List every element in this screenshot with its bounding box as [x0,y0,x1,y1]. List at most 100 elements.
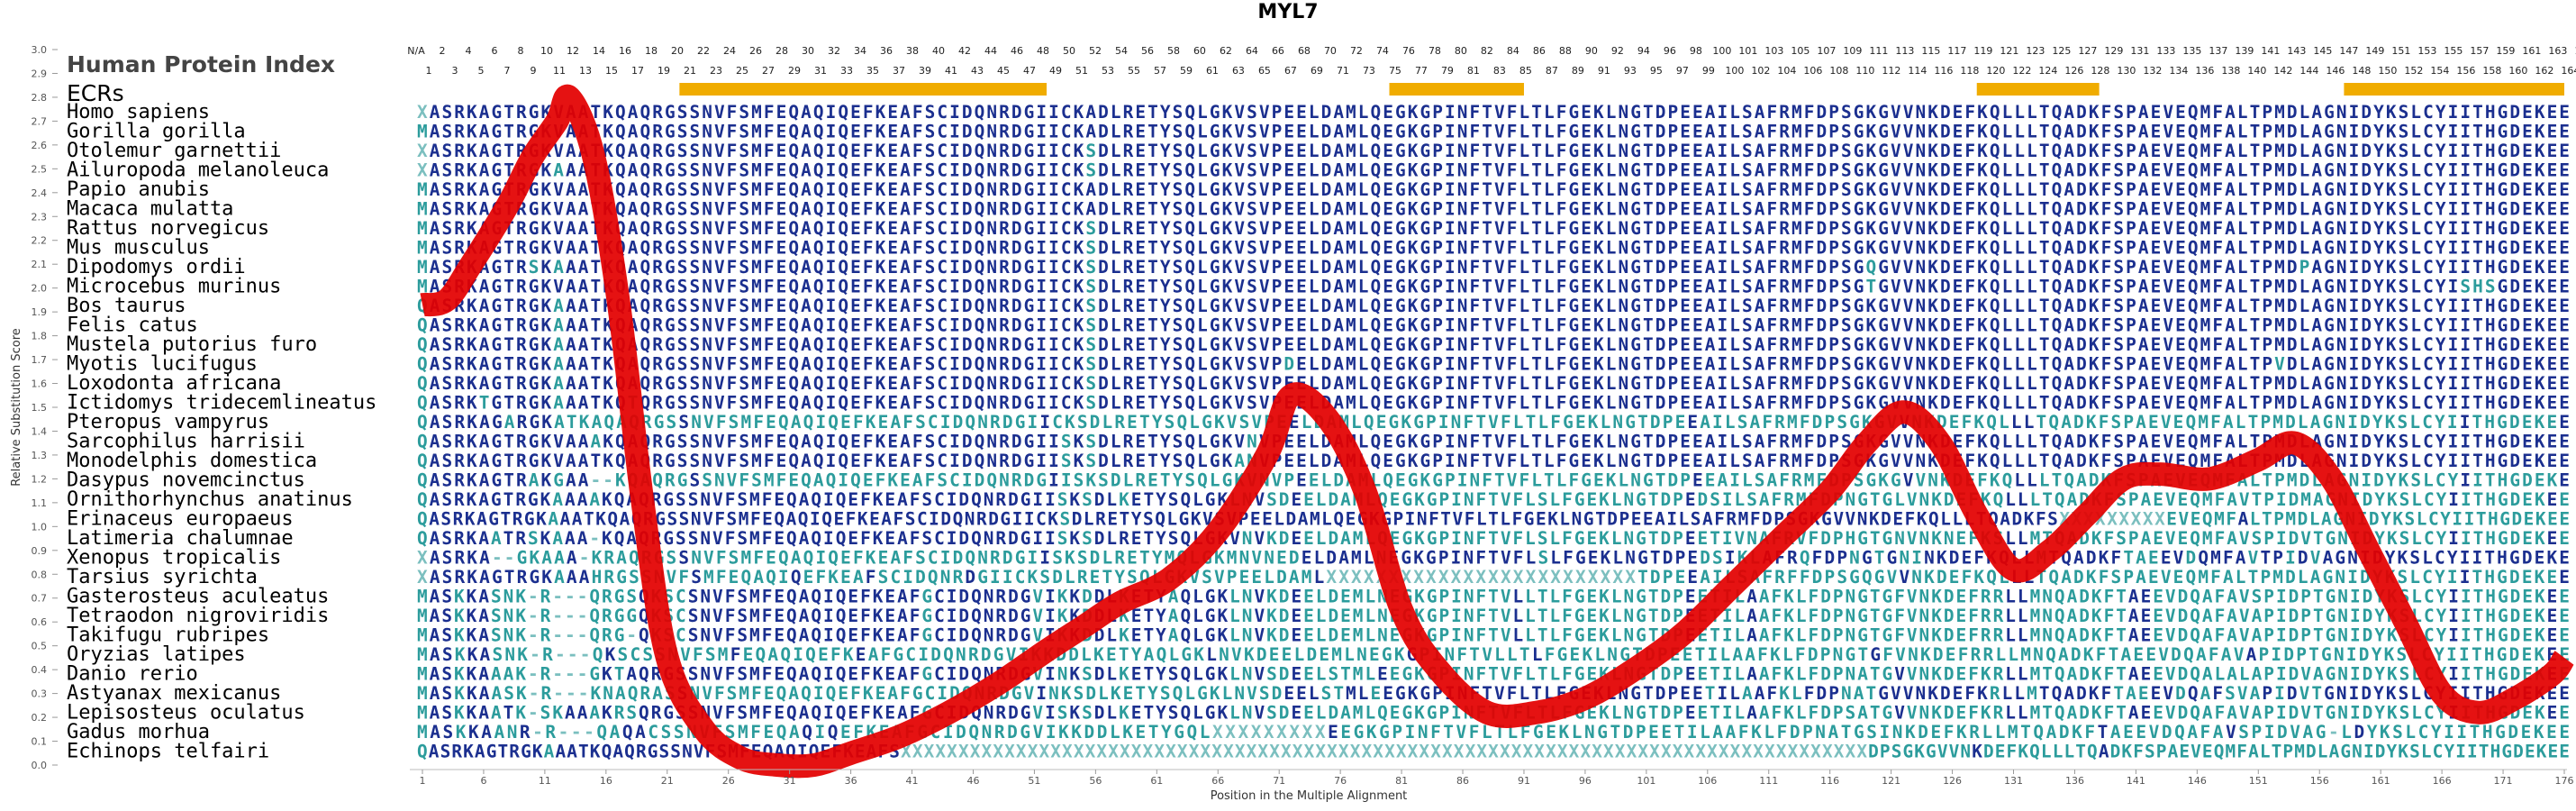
sequence-segment: PINFTVLLT [1420,644,1530,665]
human-protein-index-label: Human Protein Index [67,51,335,77]
sequence-segment: S [1085,296,1096,316]
human-index-number: 93 [1624,65,1637,77]
human-index-number: 114 [1908,65,1927,77]
sequence-segment: A [491,703,502,724]
sequence-segment: ASRKAGTRGKVAATKQAQRGSSNVFSMFEQAQIQEFKEAF… [430,122,2570,142]
sequence-segment: E [1296,470,1307,491]
human-index-number: 90 [1585,45,1598,57]
y-tick-label: 1.7 [32,354,48,366]
species-name: Gadus morhua [67,721,210,743]
sequence-segment: E [1291,664,1302,685]
sequence-segment: K [1069,703,1080,724]
human-index-number: 19 [658,65,670,77]
sequence-segment: E [1291,606,1302,626]
human-index-number: 97 [1676,65,1689,77]
sequence-segment: I [2285,548,2296,569]
sequence-segment: KQAQRGSSNVFSMFEQAQIQEFKEAFSCIDQNRDGII [603,432,1059,452]
human-index-number: 38 [906,45,919,57]
sequence-segment: TAE [2113,683,2148,704]
human-index-number: 144 [2299,65,2318,77]
sequence-segment: E [1685,664,1696,685]
sequence-segment: KA [467,644,491,665]
sequence-segment: K [1069,587,1080,607]
sequence-segment: S [1085,141,1096,161]
sequence-segment: S [1082,489,1093,510]
sequence-segment: A [553,315,564,336]
human-index-number: 60 [1193,45,1206,57]
human-index-numbers: N/A 2 4 6 8 10 12 14 16 18 20 22 24 26 28 30 32 34 36 38 40 4… [407,45,2576,77]
sequence-segment: FGEKLNGTDPEETILAAFKLFDPNGT [1545,644,1868,665]
sequence-segment: TQADKF [2039,683,2111,704]
sequence-segment: LL [2005,625,2027,646]
x-tick-label: 161 [2372,775,2390,787]
sequence-segment: R [540,683,551,704]
sequence-segment: E [1687,412,1698,433]
sequence-segment: - [589,528,600,549]
sequence-row: Q ASRKAG A RGK ATKAQAQRGS S NVFSMFEQAQIQEFKEAF… [417,412,2570,433]
species-name: Loxodonta africana [67,372,281,395]
y-tick-label: 0.7 [32,593,48,605]
human-index-number: 56 [1141,45,1154,57]
sequence-segment: D [2185,548,2196,569]
sequence-segment: A [1168,606,1179,626]
sequence-segment: Q [417,296,428,316]
sequence-segment: SNK [491,587,526,607]
sequence-segment: S [529,257,540,278]
sequence-segment: Q [417,528,428,549]
human-index-number: 58 [1167,45,1180,57]
sequence-segment: TAE [2123,548,2158,569]
sequence-segment: LTLFGEKLNGTDP [1525,606,1683,626]
sequence-segment: KA [467,664,490,685]
sequence-segment: DLRETYSQLGKVSVPEELDAMLQEGKGPINFTVFLTLFGE… [1098,141,2570,161]
sequence-segment: AN [494,722,517,743]
sequence-segment: NVFSMFEQAQIQEFKEAFSCIDQNRDGI [691,412,1038,433]
sequence-segment: L [1206,644,1217,665]
y-tick-label: 2.3 [32,211,48,223]
human-index-number: 45 [997,65,1010,77]
human-index-number: 3 [451,65,458,77]
sequence-segment: E [2546,644,2557,665]
sequence-segment: ELDAMLQEGKGPINFTVFLSLFGEKLNGTDP [1303,528,1683,549]
species-name: Danio rerio [67,663,198,686]
sequence-segment: E [1685,489,1696,510]
sequence-segment: EEL [1283,683,1319,704]
human-index-number: 165 [2574,45,2576,57]
sequence-segment: I [2274,683,2285,704]
sequence-segment: ETY [1131,606,1166,626]
human-index-number: 139 [2235,45,2254,57]
human-index-number: 22 [697,45,710,57]
sequence-segment: XXXXXXXXXXXXXXXXXXXXXXXXXXXXXXXXXXXXXXXX… [901,742,1867,762]
sequence-segment: ASRKAGTRGKVAA [430,432,589,452]
sequence-segment: DPSGKGVVN [1868,742,1971,762]
y-tick-label: 0.1 [32,736,48,748]
sequence-segment: VPEELDAMLQEGKGPINFTVFLTLFGEKLNGTDPEEAILS… [1259,451,2570,471]
sequence-segment: E [1685,587,1696,607]
sequence-segment: I [2448,528,2459,549]
sequence-segment: G [921,664,932,685]
sequence-segment: S [1082,703,1093,724]
sequence-segment: T [503,703,514,724]
sequence-row: QASRKAGTRGKAAATKQAQRGSSNVFSMFEQAQIQEFKEA… [417,742,2570,762]
sequence-segment: GVVNKDEFK [1878,683,1988,704]
sequence-segment: LTLFGEKLNGTDP [1525,625,1683,646]
sequence-segment: DLAGNIDYKSLCYIITHGDEKEE [2287,354,2570,375]
substitution-curve-line [420,84,2574,779]
sequence-segment: SD [1266,489,1289,510]
sequence-segment: VNKDEFKR [1907,664,2004,685]
x-tick-label: 21 [661,775,674,787]
sequence-segment: DLRETYSQLGK [1098,451,1232,471]
human-index-number: N/A [407,45,425,57]
sequence-segment: D [1082,587,1093,607]
sequence-segment: A [1746,664,1757,685]
sequence-segment: EGKGPINFTVFL [1389,548,1537,569]
sequence-segment: K [456,722,467,743]
sequence-segment: SNVFSMFEQAQIQEFKEAFSCIDQNRDG [702,470,1047,491]
sequence-segment: F [730,644,741,665]
sequence-segment: Q [417,451,428,471]
x-axis: 1 6 11 16 21 26 31 36 41 46 51 56 61 66 71 76 81 86 91 96 10… [410,769,2574,787]
human-index-number: 154 [2430,65,2449,77]
sequence-segment: AATKQAQRGSSNVFSMFEQAQIQEFKEAFSCIDQNRDGII… [566,296,1084,316]
human-index-number: 14 [593,45,605,57]
sequence-segment: X [417,141,428,161]
